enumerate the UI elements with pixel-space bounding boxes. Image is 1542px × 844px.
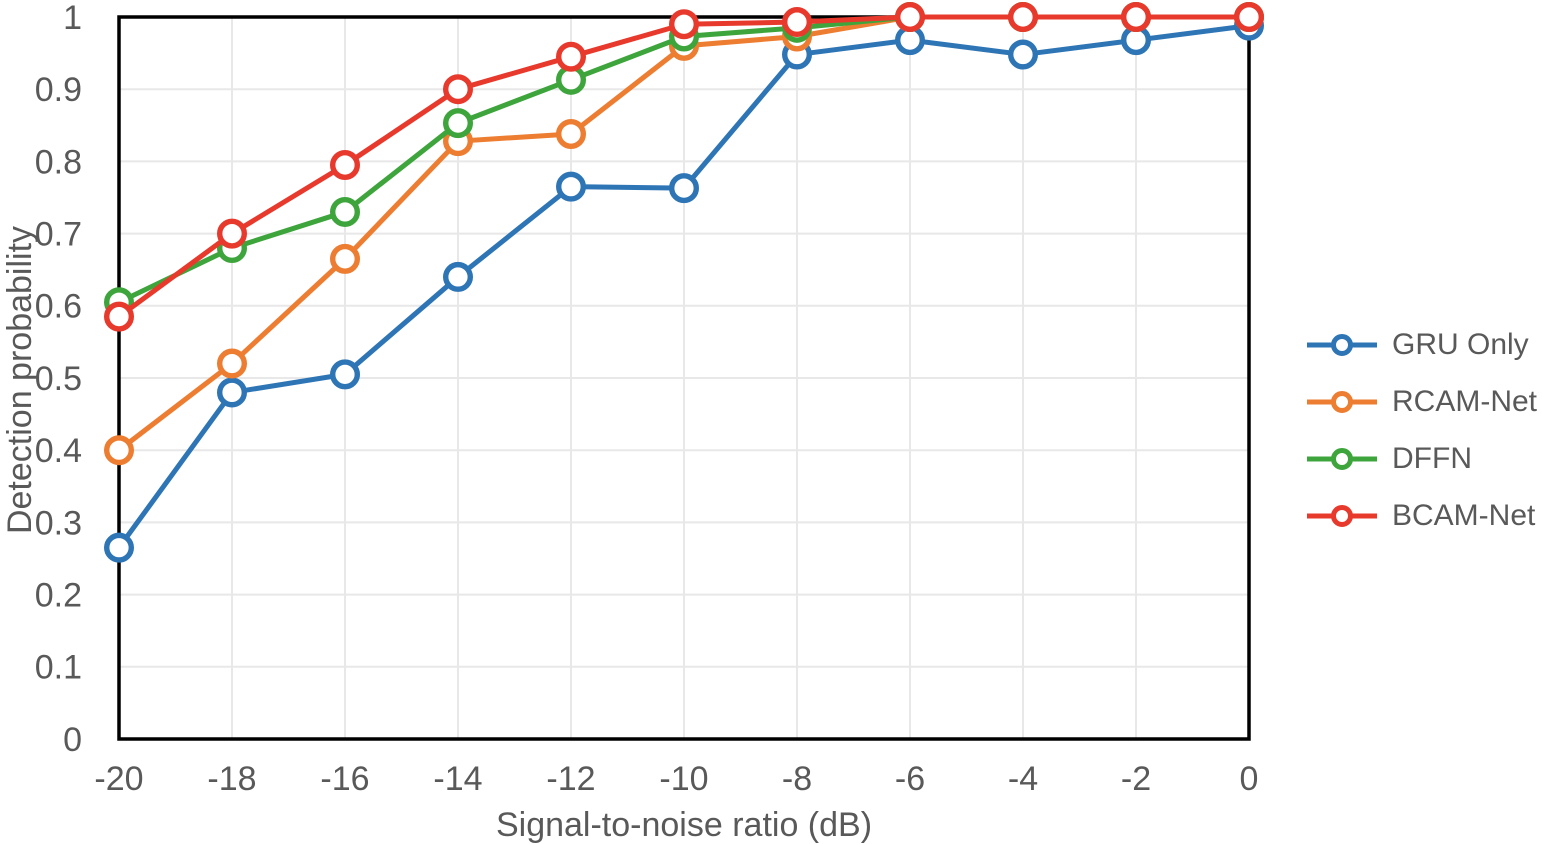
x-tick-label: -12 xyxy=(546,760,595,798)
data-point-marker xyxy=(330,359,361,390)
y-tick-label: 0.8 xyxy=(35,143,82,181)
y-tick-label: 0.7 xyxy=(35,216,82,254)
y-tick-label: 0.4 xyxy=(35,432,82,470)
y-tick-label: 0.6 xyxy=(35,288,82,326)
data-point-marker xyxy=(330,196,361,227)
x-tick-label: 0 xyxy=(1240,760,1259,798)
tick-labels: 00.10.20.30.40.50.60.70.80.91-20 -18 -16 -1… xyxy=(35,0,1259,798)
legend-label: GRU Only xyxy=(1392,327,1529,361)
legend-marker-icon xyxy=(1307,504,1377,527)
data-point-marker xyxy=(443,261,474,292)
x-tick-label: -14 xyxy=(433,760,482,798)
data-point-marker xyxy=(103,532,134,563)
data-point-marker xyxy=(330,243,361,274)
data-point-marker xyxy=(1120,1,1151,33)
data-point-marker xyxy=(330,150,361,181)
data-point-marker xyxy=(556,118,587,149)
legend-marker-icon xyxy=(1307,447,1377,470)
legend-marker-icon xyxy=(1307,333,1377,356)
data-point-marker xyxy=(556,171,587,202)
data-point-marker xyxy=(443,108,474,139)
data-point-marker xyxy=(669,9,700,40)
legend: GRU Only RCAM-Net DFFN BCAM-Net xyxy=(1306,316,1537,544)
data-point-marker xyxy=(103,435,134,466)
legend-label: RCAM-Net xyxy=(1392,384,1538,418)
y-tick-label: 0.1 xyxy=(35,649,82,687)
data-point-marker xyxy=(103,301,134,332)
data-point-marker xyxy=(556,41,587,72)
y-tick-label: 1 xyxy=(63,0,82,37)
data-point-marker xyxy=(216,348,247,379)
data-point-marker xyxy=(669,173,700,204)
data-point-marker xyxy=(782,7,813,38)
legend-item-gru-only: GRU Only xyxy=(1306,316,1537,373)
y-tick-label: 0.2 xyxy=(35,577,82,615)
legend-label: DFFN xyxy=(1392,441,1472,475)
legend-marker-icon xyxy=(1307,390,1377,413)
y-tick-label: 0.3 xyxy=(35,504,82,542)
x-tick-label: -2 xyxy=(1121,760,1151,798)
legend-label: BCAM-Net xyxy=(1392,498,1536,532)
data-point-marker xyxy=(443,74,474,105)
data-point-marker xyxy=(1008,1,1039,33)
x-axis-title: Signal-to-noise ratio (dB) xyxy=(495,806,873,844)
legend-item-dffn: DFFN xyxy=(1306,430,1537,487)
y-axis-title: Detection probability xyxy=(1,225,39,535)
data-point-marker xyxy=(216,218,247,249)
series-gru-only xyxy=(103,10,1264,563)
data-point-marker xyxy=(216,377,247,408)
x-tick-label: -8 xyxy=(782,760,812,798)
x-tick-label: -10 xyxy=(659,760,708,798)
y-tick-label: 0.5 xyxy=(35,360,82,398)
legend-item-bcam-net: BCAM-Net xyxy=(1306,487,1537,544)
legend-item-rcam-net: RCAM-Net xyxy=(1306,373,1537,430)
gridlines xyxy=(119,17,1249,739)
x-tick-label: -18 xyxy=(207,760,256,798)
x-tick-label: -4 xyxy=(1008,760,1038,798)
y-tick-label: 0 xyxy=(63,721,82,759)
x-tick-label: -16 xyxy=(320,760,369,798)
data-point-marker xyxy=(1233,1,1264,33)
data-point-marker xyxy=(1008,39,1039,70)
y-tick-label: 0.9 xyxy=(35,71,82,109)
x-tick-label: -20 xyxy=(94,760,143,798)
series-bcam-net xyxy=(103,1,1264,332)
x-tick-label: -6 xyxy=(895,760,925,798)
data-point-marker xyxy=(895,1,926,33)
